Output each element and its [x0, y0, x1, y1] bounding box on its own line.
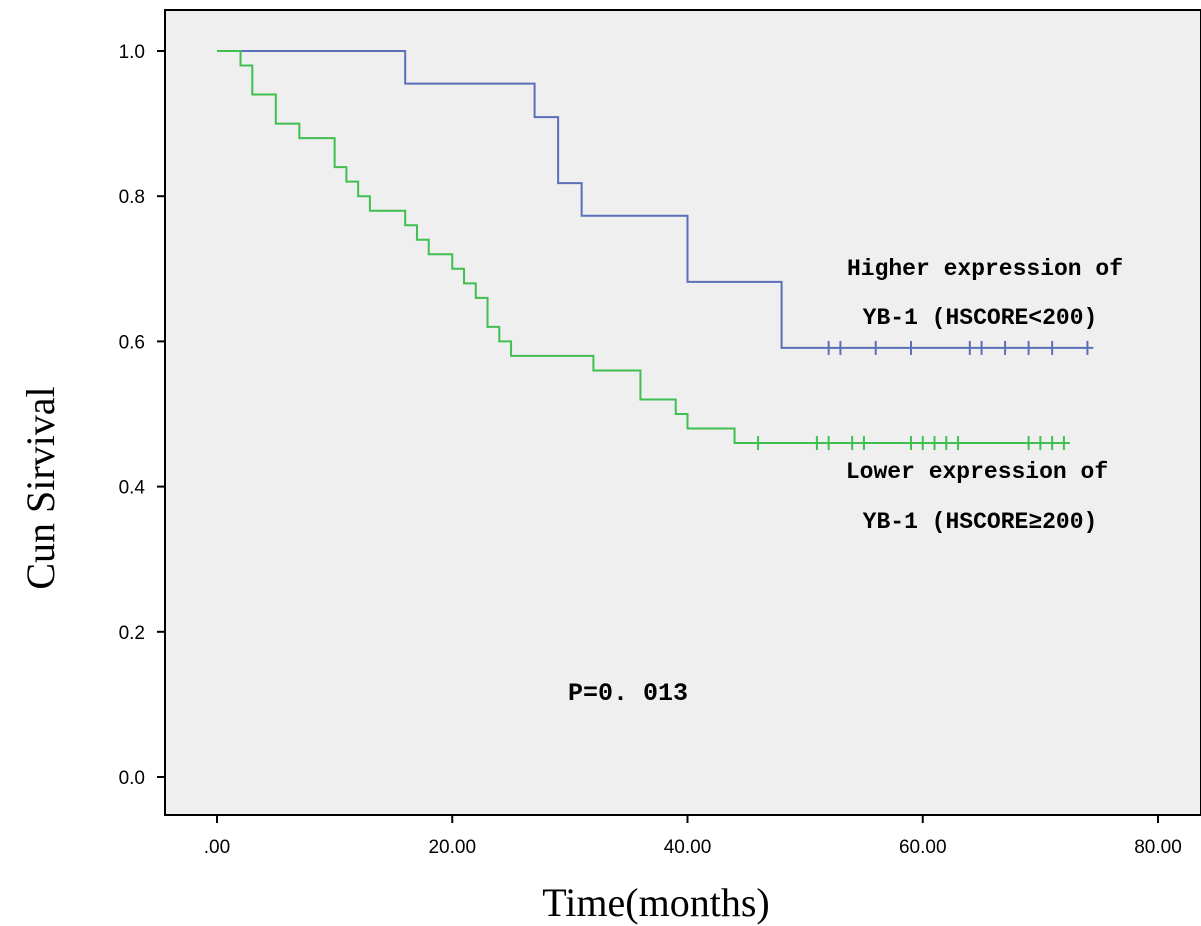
x-tick-label-4: 80.00 [1134, 837, 1182, 858]
annotation-lower-line2: YB-1 (HSCORE≥200) [863, 509, 1098, 535]
y-axis-title: Cun Sirvival [18, 386, 63, 589]
y-tick-label-3: 0.6 [119, 332, 145, 353]
y-tick-label-4: 0.8 [119, 187, 145, 208]
annotation-higher-line2: YB-1 (HSCORE<200) [863, 305, 1098, 331]
x-axis-title: Time(months) [542, 880, 769, 925]
plot-area [164, 9, 1201, 816]
series-layer [217, 50, 1094, 451]
series-1 [217, 50, 1070, 451]
y-tick-label-1: 0.2 [119, 623, 145, 644]
y-tick-label-0: 0.0 [119, 768, 145, 789]
ticks-layer: 0.0 0.2 0.4 0.6 0.8 1.0 .00 20.00 40.00 60.00 80.0… [119, 42, 1182, 858]
annotation-higher-line1: Higher expression of [847, 256, 1123, 282]
x-tick-label-0: .00 [204, 837, 230, 858]
x-tick-label-1: 20.00 [428, 837, 476, 858]
annotation-lower-line1: Lower expression of [846, 459, 1108, 485]
p-value-label: P=0. 013 [568, 679, 688, 708]
y-tick-label-2: 0.4 [119, 478, 146, 499]
x-tick-label-2: 40.00 [664, 837, 712, 858]
series-line-0 [217, 50, 1094, 349]
annotation-lower: Lower expression of YB-1 (HSCORE≥200) [846, 459, 1108, 535]
x-tick-label-3: 60.00 [899, 837, 947, 858]
series-line-1 [217, 50, 1070, 445]
y-tick-label-5: 1.0 [119, 42, 145, 63]
series-0 [217, 50, 1094, 355]
annotation-higher: Higher expression of YB-1 (HSCORE<200) [847, 256, 1123, 331]
